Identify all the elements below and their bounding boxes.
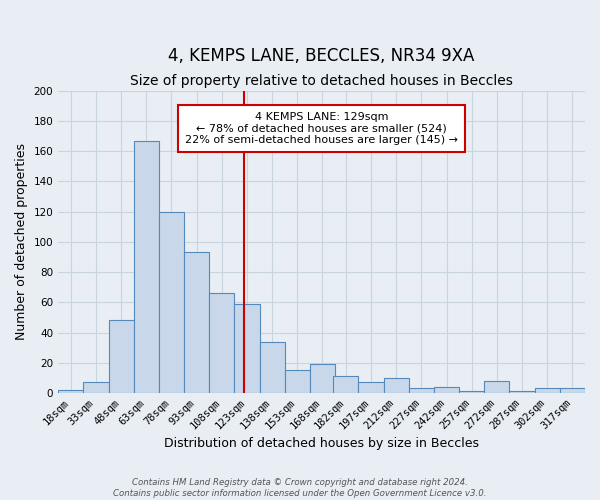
Text: Contains HM Land Registry data © Crown copyright and database right 2024.
Contai: Contains HM Land Registry data © Crown c… [113, 478, 487, 498]
Bar [310, 364, 335, 393]
Bar [184, 252, 209, 393]
Y-axis label: Number of detached properties: Number of detached properties [15, 144, 28, 340]
Bar [134, 140, 159, 393]
Bar [459, 392, 484, 393]
Bar [434, 387, 459, 393]
Bar [159, 212, 184, 393]
Bar [484, 381, 509, 393]
Bar [535, 388, 560, 393]
Bar [284, 370, 310, 393]
X-axis label: Distribution of detached houses by size in Beccles: Distribution of detached houses by size … [164, 437, 479, 450]
Text: 4, KEMPS LANE, BECCLES, NR34 9XA: 4, KEMPS LANE, BECCLES, NR34 9XA [169, 47, 475, 65]
Bar [109, 320, 134, 393]
Bar [509, 392, 535, 393]
Title: Size of property relative to detached houses in Beccles: Size of property relative to detached ho… [130, 74, 513, 88]
Text: 4 KEMPS LANE: 129sqm
← 78% of detached houses are smaller (524)
22% of semi-deta: 4 KEMPS LANE: 129sqm ← 78% of detached h… [185, 112, 458, 145]
Bar [209, 293, 235, 393]
Bar [83, 382, 109, 393]
Bar [358, 382, 383, 393]
Bar [383, 378, 409, 393]
Bar [260, 342, 284, 393]
Bar [334, 376, 358, 393]
Bar [58, 390, 83, 393]
Bar [235, 304, 260, 393]
Bar [560, 388, 585, 393]
Bar [409, 388, 434, 393]
